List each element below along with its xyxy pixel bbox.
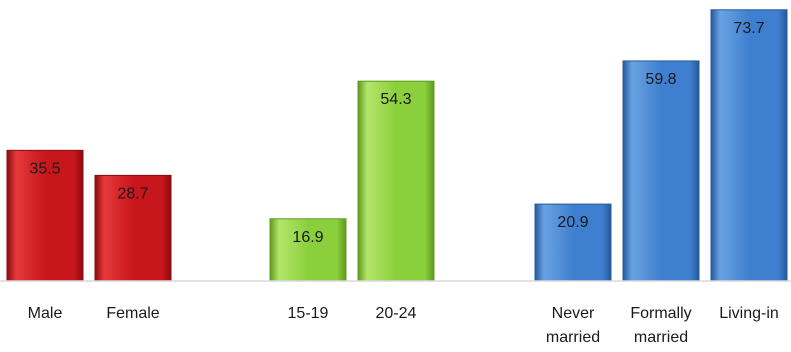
data-label-2-0: 20.9 (557, 214, 588, 231)
category-label-0-1: Female (106, 305, 159, 322)
bar-2-1 (622, 60, 700, 282)
category-label-2-0: Never married (546, 305, 600, 346)
category-label-1-0: 15-19 (288, 305, 329, 322)
category-label-1-1: 20-24 (376, 305, 417, 322)
data-label-1-0: 16.9 (292, 229, 323, 246)
bar-0-0 (6, 149, 84, 282)
data-label-1-1: 54.3 (380, 91, 411, 108)
bar-0-1 (94, 174, 172, 282)
data-label-2-1: 59.8 (645, 71, 676, 88)
category-labels: Male Female 15-19 20-24 Never married Formally… (28, 305, 779, 346)
bar-1-0 (269, 218, 347, 282)
category-label-2-2: Living-in (719, 305, 779, 322)
labels-layer: 35.5 28.7 16.9 54.3 20.9 59.8 73.7 (29, 20, 764, 246)
bar-1-1 (357, 80, 435, 282)
data-label-2-2: 73.7 (733, 20, 764, 37)
data-label-0-1: 28.7 (117, 185, 148, 202)
category-label-0-0: Male (28, 305, 63, 322)
bar-2-0 (534, 203, 612, 282)
data-label-0-0: 35.5 (29, 160, 60, 177)
category-label-2-1: Formally married (630, 305, 691, 346)
bars-layer (6, 9, 788, 282)
bar-2-2 (710, 9, 788, 282)
